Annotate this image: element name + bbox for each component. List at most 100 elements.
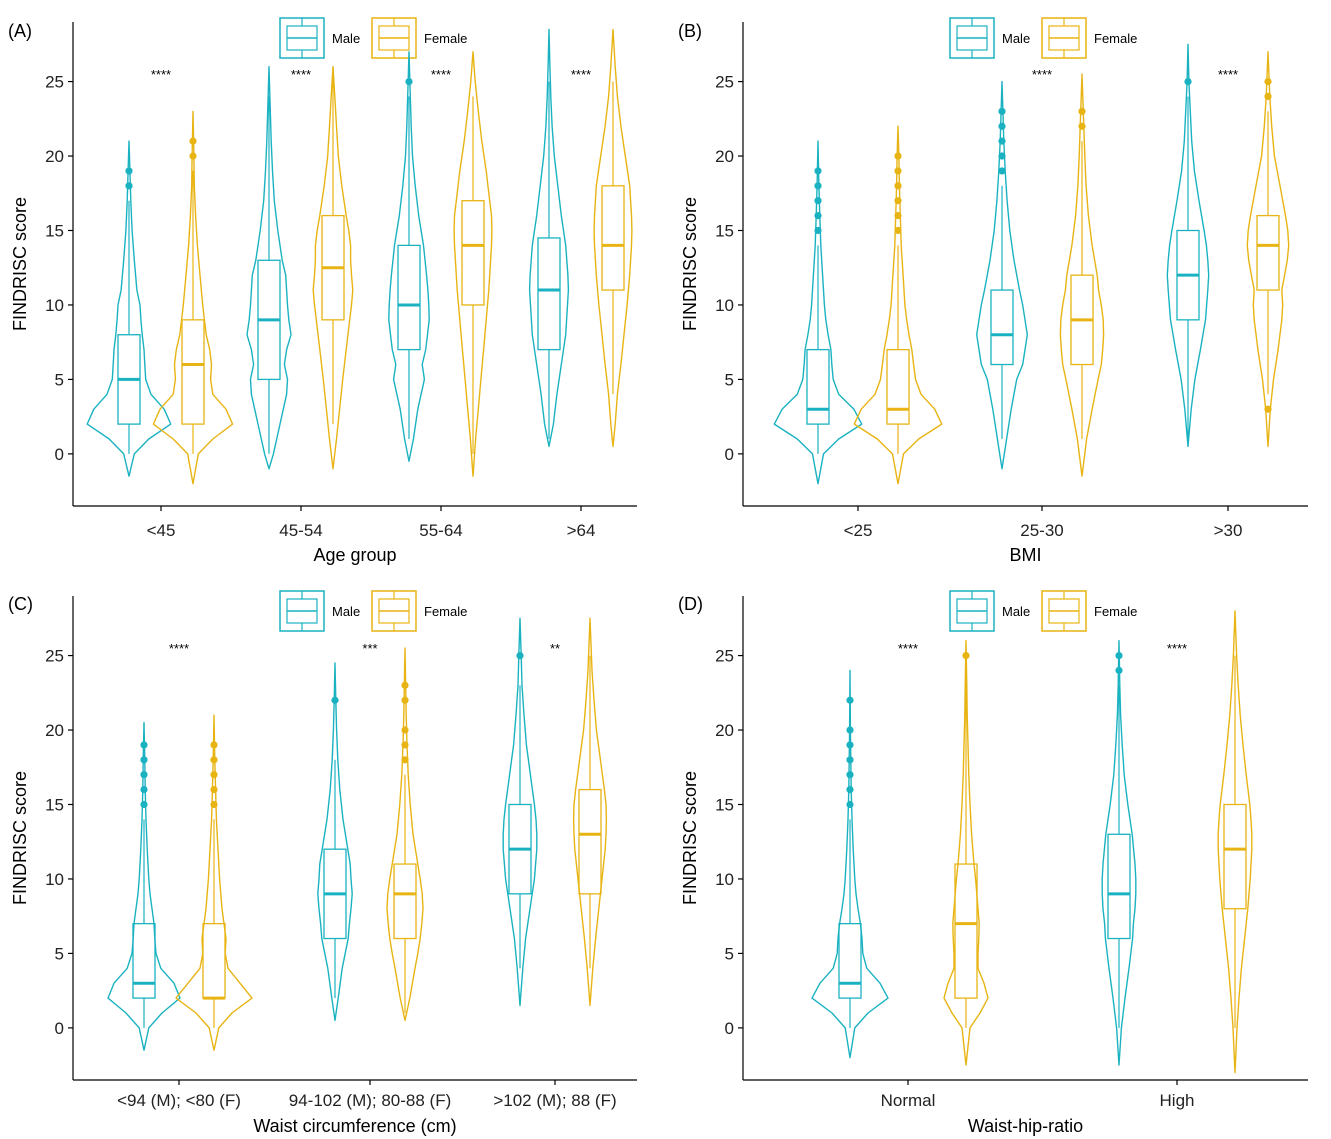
- female-outlier-point: [1078, 122, 1086, 130]
- male-outlier-point: [140, 800, 148, 809]
- female-legend-label: Female: [424, 31, 467, 46]
- female-violin-group: [312, 66, 354, 470]
- female-violin-group: [175, 714, 253, 1051]
- chart-panel-3: 0 5 10 15 20 25 <94 (M); <80 (F) 94-102 (M); 80…: [8, 590, 637, 1136]
- male-violin-group: [86, 140, 172, 477]
- y-axis-title: FINDRISC score: [10, 197, 30, 331]
- panel-label: (D): [678, 594, 703, 614]
- chart-panel-2: 0 5 10 15 20 25 <25 25-30 >30 BMI FINDRISC score (B…: [678, 17, 1308, 565]
- female-outlier-point: [894, 226, 902, 235]
- legend: Male Female: [949, 17, 1137, 59]
- y-tick-label: 0: [55, 1019, 64, 1038]
- significance-label: ***: [362, 641, 377, 656]
- male-violin: [246, 66, 292, 470]
- female-outlier-point: [894, 197, 902, 205]
- male-violin: [976, 80, 1028, 470]
- male-violin: [502, 617, 538, 1007]
- female-violin: [152, 110, 234, 485]
- female-outlier-point: [210, 771, 218, 779]
- female-outlier-point: [894, 167, 902, 175]
- y-tick-label: 15: [715, 221, 734, 240]
- female-outlier-point: [401, 756, 409, 764]
- significance-label: ****: [431, 67, 451, 82]
- y-tick-label: 15: [45, 221, 64, 240]
- x-tick-label: 94-102 (M); 80-88 (F): [289, 1091, 452, 1110]
- male-outlier-point: [1115, 651, 1123, 660]
- female-outlier-point: [401, 696, 409, 704]
- y-tick-label: 10: [715, 296, 734, 315]
- y-tick-label: 25: [715, 73, 734, 92]
- male-violin-group: [528, 28, 570, 448]
- male-violin: [86, 140, 172, 477]
- male-violin: [1101, 640, 1137, 1066]
- male-legend-label: Male: [332, 31, 360, 46]
- male-violin-group: [388, 51, 430, 462]
- x-tick-label: 25-30: [1020, 521, 1063, 540]
- male-violin: [388, 51, 430, 462]
- y-axis-title: FINDRISC score: [680, 771, 700, 905]
- significance-label: ****: [169, 641, 189, 656]
- female-outlier-point: [189, 152, 197, 160]
- female-violin: [593, 28, 633, 448]
- chart-panel-4: 0 5 10 15 20 25 Normal High Waist-hip-ratio FINDR…: [678, 590, 1308, 1136]
- female-violin-group: [1059, 73, 1105, 477]
- y-tick-label: 15: [715, 795, 734, 814]
- male-outlier-point: [846, 741, 854, 749]
- female-box: [601, 185, 625, 291]
- male-violin: [107, 721, 181, 1051]
- significance-label: **: [550, 641, 560, 656]
- male-outlier-point: [140, 771, 148, 779]
- x-tick-label: 45-54: [279, 521, 322, 540]
- female-box: [393, 863, 417, 940]
- female-outlier-point: [962, 651, 970, 660]
- male-legend-label: Male: [1002, 604, 1030, 619]
- female-violin-group: [1217, 610, 1253, 1074]
- y-tick-label: 5: [55, 370, 64, 389]
- male-outlier-point: [846, 771, 854, 779]
- x-tick-label: <25: [844, 521, 873, 540]
- female-outlier-point: [210, 800, 218, 809]
- female-outlier-point: [894, 182, 902, 190]
- male-outlier-point: [846, 696, 854, 704]
- significance-label: ****: [571, 67, 591, 82]
- significance-label: ****: [1218, 67, 1238, 82]
- male-outlier-point: [998, 107, 1006, 115]
- y-tick-label: 25: [715, 647, 734, 666]
- y-tick-label: 20: [45, 721, 64, 740]
- female-violin: [1217, 610, 1253, 1074]
- female-violin-group: [572, 617, 608, 1007]
- x-tick-label: High: [1160, 1091, 1195, 1110]
- female-outlier-point: [1264, 77, 1272, 86]
- male-box: [990, 289, 1014, 366]
- y-axis-title: FINDRISC score: [10, 771, 30, 905]
- male-outlier-point: [125, 167, 133, 175]
- x-tick-label: >102 (M); 88 (F): [493, 1091, 616, 1110]
- y-axis-title: FINDRISC score: [680, 197, 700, 331]
- male-outlier-point: [140, 741, 148, 749]
- male-outlier-point: [814, 182, 822, 190]
- x-axis-title: BMI: [1009, 545, 1041, 565]
- y-tick-label: 5: [725, 944, 734, 963]
- female-outlier-point: [1264, 405, 1272, 413]
- y-tick-label: 25: [45, 647, 64, 666]
- female-violin: [853, 125, 943, 485]
- male-outlier-point: [1115, 666, 1123, 675]
- y-tick-label: 0: [55, 445, 64, 464]
- male-violin: [1166, 43, 1210, 448]
- male-outlier-point: [846, 726, 854, 734]
- male-violin-group: [811, 669, 889, 1059]
- female-box: [1256, 214, 1280, 291]
- female-violin: [1059, 73, 1105, 477]
- x-tick-label: 55-64: [419, 521, 462, 540]
- male-violin-group: [317, 662, 353, 1022]
- female-violin-group: [152, 110, 234, 485]
- y-tick-label: 10: [45, 296, 64, 315]
- female-outlier-point: [189, 137, 197, 145]
- x-tick-label: <94 (M); <80 (F): [117, 1091, 241, 1110]
- male-box: [838, 922, 862, 999]
- female-violin-group: [593, 28, 633, 448]
- female-box: [202, 922, 226, 999]
- male-outlier-point: [814, 226, 822, 235]
- legend: Male Female: [279, 17, 467, 59]
